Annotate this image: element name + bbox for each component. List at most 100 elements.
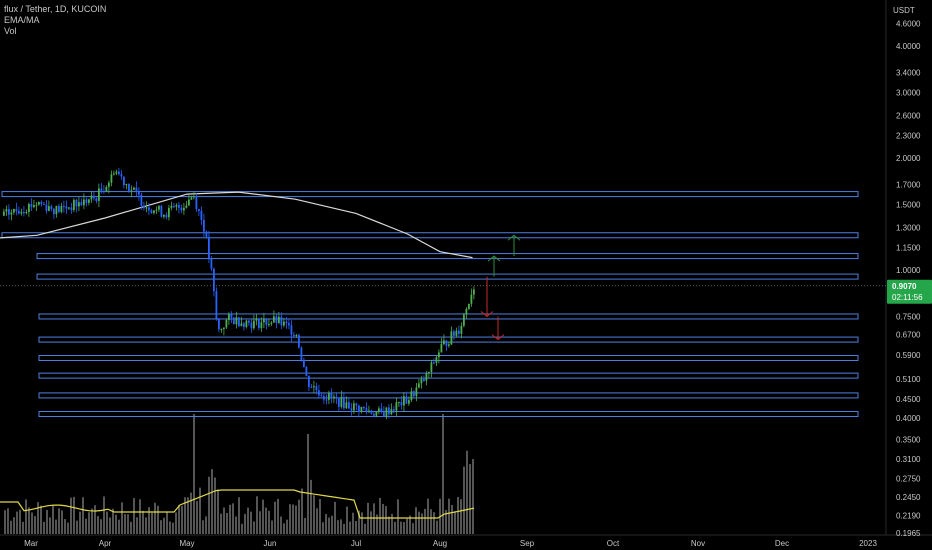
volume-bar (472, 459, 474, 534)
candle-body (183, 207, 185, 211)
volume-bar (187, 497, 189, 534)
candle-body (278, 316, 280, 323)
volume-bar (43, 521, 45, 534)
volume-bar (304, 517, 306, 534)
candle-body (185, 205, 188, 208)
candle-body (455, 330, 458, 336)
candle-body (450, 331, 453, 345)
candle-body (408, 400, 410, 404)
candle-body (223, 327, 225, 329)
y-tick-label: 1.0000 (896, 266, 921, 275)
volume-bar (259, 511, 261, 534)
volume-bar (436, 520, 438, 534)
volume-bar (334, 501, 336, 534)
volume-bar (295, 505, 297, 534)
volume-bar (10, 520, 12, 534)
volume-bar (241, 523, 243, 534)
volume-bar (274, 501, 276, 534)
candle-body (33, 205, 35, 208)
candle-body (358, 405, 360, 412)
candle-body (120, 174, 123, 177)
candle-body (305, 367, 308, 376)
candle-body (175, 204, 178, 207)
y-tick-label: 0.1965 (896, 529, 921, 538)
candle-body (45, 204, 48, 211)
candle-body (363, 406, 365, 409)
bar-countdown: 02:11:56 (892, 293, 923, 302)
indicator-vol-label[interactable]: Vol (4, 26, 17, 36)
support-resistance-level (36, 273, 859, 280)
candle-body (368, 410, 370, 412)
volume-bar (397, 499, 399, 534)
candle-body (275, 316, 278, 323)
volume-bar (307, 434, 309, 534)
candle-body (413, 391, 415, 397)
candle-body (88, 199, 90, 203)
candle-body (240, 323, 243, 327)
volume-bar (7, 508, 9, 534)
volume-bar (46, 510, 48, 534)
volume-bar (37, 502, 39, 534)
volume-bar (298, 499, 300, 534)
candle-body (285, 321, 288, 324)
candle-body (233, 317, 235, 325)
candle-body (350, 408, 353, 411)
candle-body (230, 313, 233, 318)
candle-body (460, 325, 463, 334)
candle-body (303, 359, 305, 368)
volume-bar (289, 504, 291, 534)
volume-bar (76, 520, 78, 534)
volume-bar (418, 511, 420, 534)
volume-bar (28, 507, 30, 534)
candle-body (123, 176, 125, 186)
volume-bar (232, 503, 234, 534)
candle-body (318, 390, 320, 396)
candle-body (15, 208, 18, 211)
volume-bar (4, 510, 6, 534)
y-tick-label: 4.6000 (896, 20, 921, 29)
y-tick-label: 0.3100 (896, 455, 921, 464)
volume-bar (223, 507, 225, 534)
candle-body (148, 207, 150, 211)
candle-body (110, 174, 113, 183)
support-resistance-level (1, 191, 859, 198)
candle-body (35, 204, 38, 206)
y-tick-label: 0.5900 (896, 351, 921, 360)
volume-bar (328, 517, 330, 534)
candle-body (365, 408, 368, 411)
candle-body (58, 205, 60, 212)
candle-body (388, 407, 390, 415)
arrow-head-up (487, 255, 501, 262)
candle-body (235, 317, 238, 325)
volume-bar (211, 469, 213, 534)
volume-bar (325, 514, 327, 534)
candle-body (298, 335, 300, 348)
candle-body (313, 386, 315, 388)
candle-body (310, 387, 313, 389)
candle-body (328, 393, 330, 400)
candle-body (203, 219, 205, 232)
volume-bar (271, 520, 273, 534)
volume-bar (55, 519, 57, 534)
volume-bar (238, 497, 240, 534)
volume-bar (88, 512, 90, 534)
support-resistance-level (38, 372, 859, 379)
candle-body (330, 393, 333, 398)
volume-bar (220, 513, 222, 534)
indicator-ema-ma-label[interactable]: EMA/MA (4, 15, 40, 25)
volume-bar (118, 519, 120, 534)
candle-body (300, 347, 303, 360)
candle-body (93, 195, 95, 199)
volume-bar (352, 512, 354, 534)
volume-bar (22, 521, 24, 534)
support-resistance-level (1, 232, 859, 239)
y-tick-label: 0.2750 (896, 475, 921, 484)
volume-bar (175, 512, 177, 534)
arrow-head-down (480, 311, 494, 318)
y-tick-label: 0.5100 (896, 375, 921, 384)
support-resistance-level (38, 392, 859, 399)
volume-bar (196, 501, 198, 534)
candle-body (335, 396, 338, 398)
volume-ma-line (0, 489, 475, 519)
